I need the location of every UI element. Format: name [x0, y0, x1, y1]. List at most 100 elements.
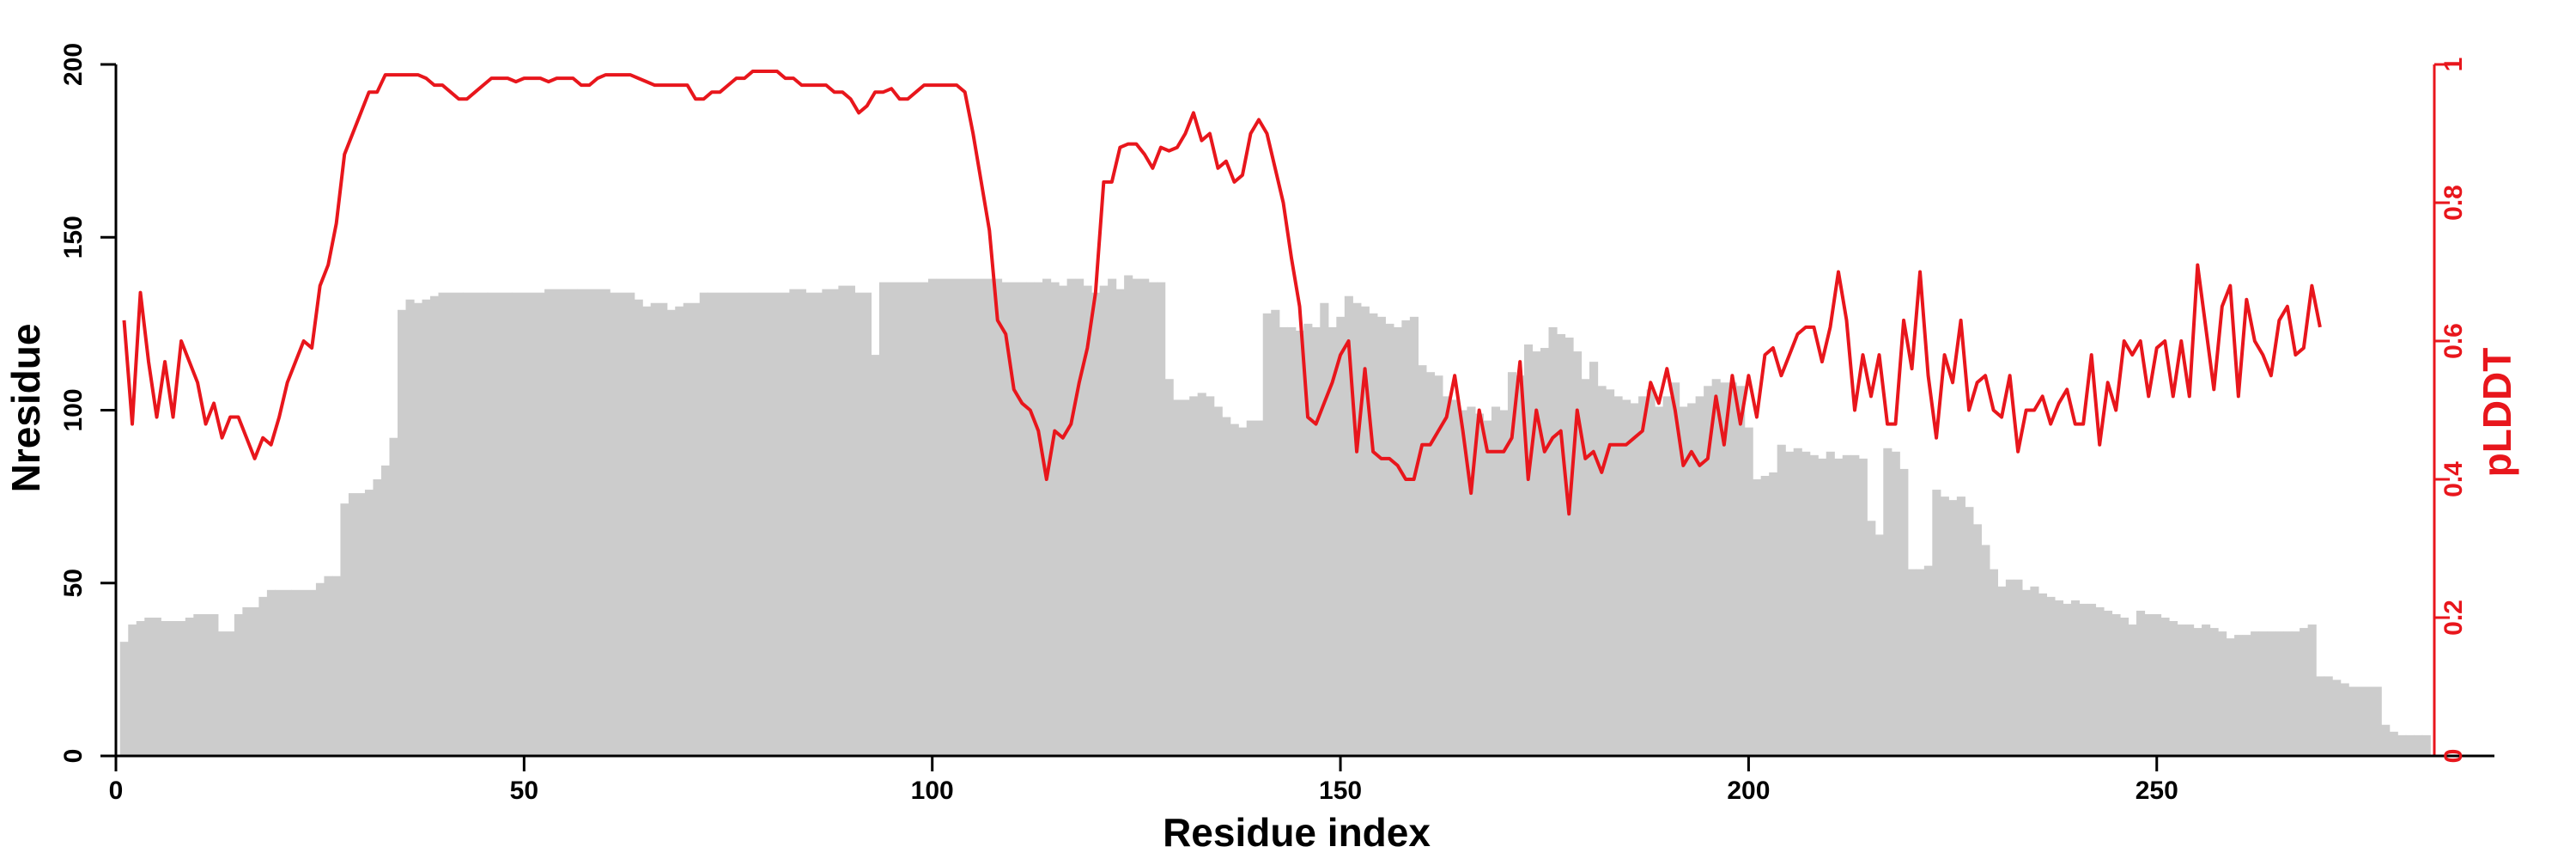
- tick-labels: 0 50 100 150 200 0 50 100 150 200 250 0 0.2 0.4 0.6 0.8…: [59, 43, 2468, 805]
- bar-168: [1948, 500, 1958, 756]
- bar-121: [1564, 337, 1574, 756]
- bar-54: [936, 278, 970, 756]
- bar-24: [397, 309, 407, 756]
- bar-170: [1965, 507, 1974, 756]
- bar-85: [1271, 309, 1280, 756]
- bar-134: [1671, 382, 1680, 756]
- y2-tick-label-3: 0.6: [2439, 323, 2468, 359]
- bar-2: [136, 621, 145, 756]
- bar-25: [405, 299, 415, 756]
- bar-63: [1075, 278, 1084, 756]
- bar-109: [1467, 406, 1476, 756]
- bar-27: [422, 299, 431, 756]
- bar-177: [2021, 589, 2031, 756]
- bar-225: [2414, 734, 2423, 756]
- bar-90: [1311, 326, 1321, 756]
- line-series: [122, 70, 2322, 516]
- bar-188: [2111, 613, 2121, 756]
- y-axis-title: Nresidue: [3, 324, 48, 493]
- bar-7: [210, 613, 219, 756]
- bar-112: [1491, 406, 1501, 756]
- x-axis-title: Residue index: [1163, 810, 1431, 855]
- plddt-line: [122, 70, 2322, 516]
- bar-36: [634, 299, 643, 756]
- x-tick-label-3: 150: [1319, 777, 1362, 805]
- bar-75: [1173, 399, 1190, 756]
- bar-196: [2177, 624, 2186, 756]
- bar-3: [144, 618, 161, 756]
- bar-150: [1801, 451, 1811, 756]
- x-tick-label-4: 200: [1727, 777, 1770, 805]
- bar-158: [1867, 521, 1876, 756]
- bar-154: [1834, 458, 1844, 756]
- bar-17: [331, 576, 342, 756]
- bar-104: [1425, 372, 1435, 756]
- bar-102: [1409, 316, 1419, 756]
- bar-221: [2381, 724, 2391, 756]
- bar-207: [2267, 631, 2276, 756]
- bar-113: [1499, 410, 1509, 756]
- bar-16: [324, 576, 333, 756]
- bar-129: [1630, 403, 1639, 756]
- bar-167: [1940, 497, 1949, 757]
- bar-161: [1891, 451, 1900, 756]
- bar-4: [161, 621, 186, 756]
- bar-119: [1548, 326, 1558, 756]
- bar-93: [1336, 316, 1346, 756]
- bar-133: [1662, 396, 1672, 756]
- bar-212: [2307, 624, 2317, 756]
- bar-18: [340, 503, 349, 756]
- bar-114: [1507, 372, 1517, 756]
- bar-149: [1793, 448, 1802, 756]
- bar-189: [2119, 618, 2129, 756]
- y2-tick-label-1: 0.2: [2439, 600, 2468, 636]
- bar-107: [1450, 399, 1460, 756]
- bar-5: [185, 618, 194, 756]
- bar-9: [234, 613, 243, 756]
- y-tick-label-1: 50: [59, 569, 88, 597]
- bar-34: [577, 289, 611, 757]
- bar-223: [2397, 734, 2407, 756]
- bar-176: [2014, 579, 2023, 756]
- bar-156: [1850, 454, 1860, 756]
- bar-123: [1581, 379, 1590, 756]
- bar-208: [2275, 631, 2284, 756]
- bar-117: [1532, 351, 1541, 756]
- bar-62: [1066, 278, 1076, 756]
- bar-15: [315, 582, 325, 756]
- bar-74: [1164, 379, 1174, 756]
- bar-6: [193, 613, 210, 756]
- y2-tick-label-5: 1: [2439, 58, 2468, 72]
- bar-214: [2324, 676, 2333, 756]
- x-tick-label-2: 100: [911, 777, 954, 805]
- y-tick-label-0: 0: [59, 749, 88, 764]
- bar-64: [1083, 285, 1092, 757]
- bar-92: [1327, 326, 1337, 756]
- bar-14: [291, 589, 317, 756]
- bar-193: [2153, 613, 2162, 756]
- bar-191: [2136, 610, 2146, 756]
- bar-120: [1556, 333, 1566, 756]
- bar-206: [2258, 631, 2268, 756]
- bar-110: [1474, 413, 1485, 756]
- bar-144: [1753, 479, 1762, 756]
- bar-162: [1899, 468, 1909, 756]
- bar-159: [1874, 534, 1884, 756]
- bar-211: [2300, 628, 2309, 756]
- bar-88: [1295, 330, 1304, 756]
- bar-47: [822, 289, 839, 757]
- bar-138: [1704, 386, 1713, 756]
- bar-218: [2356, 686, 2366, 756]
- bar-55: [969, 278, 1003, 756]
- bar-30: [463, 292, 489, 756]
- bar-48: [838, 285, 855, 757]
- bar-200: [2209, 628, 2219, 756]
- bar-56: [1001, 282, 1027, 756]
- bar-116: [1523, 344, 1534, 756]
- bar-60: [1050, 282, 1060, 756]
- bar-197: [2185, 624, 2195, 756]
- bar-91: [1320, 302, 1329, 757]
- bar-38: [650, 302, 668, 757]
- bar-179: [2038, 593, 2048, 756]
